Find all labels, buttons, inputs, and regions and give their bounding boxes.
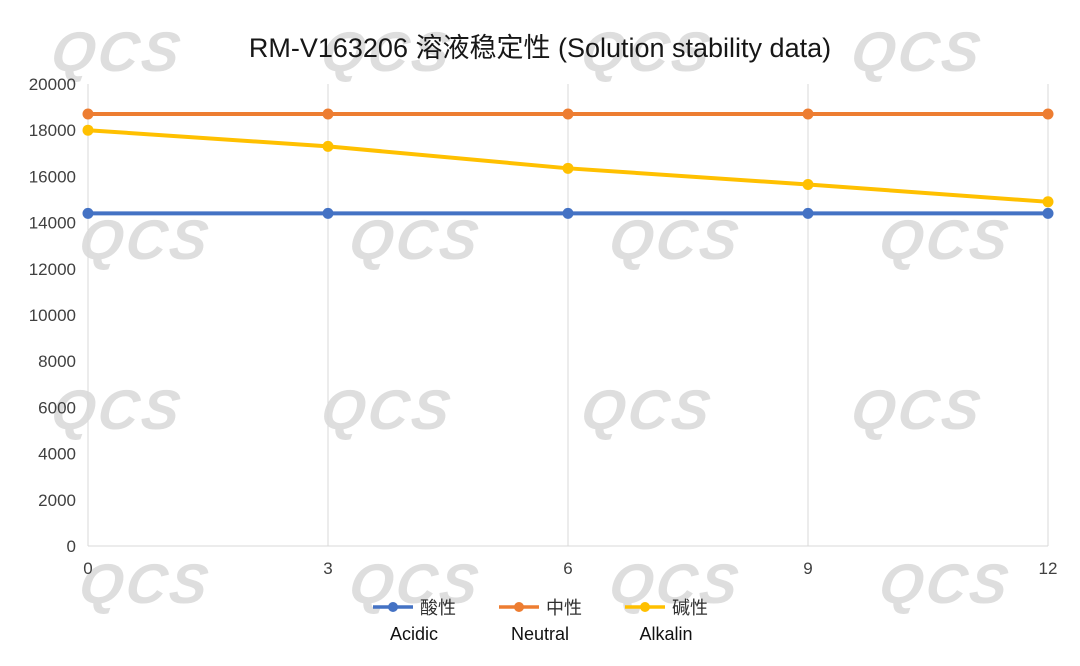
- y-tick-label: 18000: [29, 121, 76, 140]
- y-tick-label: 8000: [38, 352, 76, 371]
- y-tick-label: 2000: [38, 491, 76, 510]
- data-point-marker: [562, 207, 574, 219]
- legend-sublabel: Acidic: [389, 624, 438, 644]
- data-point-marker: [1042, 196, 1054, 208]
- x-tick-label: 12: [1039, 559, 1058, 578]
- legend-item[interactable]: 中性 Neutral: [498, 594, 582, 645]
- y-tick-label: 14000: [29, 214, 76, 233]
- data-point-marker: [322, 140, 334, 152]
- x-tick-label: 3: [323, 559, 332, 578]
- y-tick-label: 4000: [38, 445, 76, 464]
- data-point-marker: [802, 207, 814, 219]
- legend-swatch-icon: [373, 602, 413, 612]
- y-tick-label: 0: [67, 537, 76, 556]
- data-point-marker: [82, 207, 94, 219]
- legend-sublabel: Alkalin: [639, 624, 693, 644]
- legend-swatch-icon: [499, 602, 539, 612]
- legend-label: 碱性: [672, 598, 708, 618]
- data-point-marker: [322, 108, 334, 120]
- data-point-marker: [802, 108, 814, 120]
- data-point-marker: [562, 108, 574, 120]
- y-tick-label: 10000: [29, 306, 76, 325]
- data-point-marker: [322, 207, 334, 219]
- x-tick-label: 0: [83, 559, 92, 578]
- y-tick-label: 6000: [38, 398, 76, 417]
- legend-label: 中性: [546, 598, 582, 618]
- data-point-marker: [82, 108, 94, 120]
- legend-sublabel: Neutral: [510, 624, 570, 644]
- line-chart: 0 2000 4000 6000 8000 10000 12000 14000 16000 180…: [29, 75, 1058, 578]
- chart-title: RM-V163206 溶液稳定性 (Solution stability dat…: [248, 33, 832, 63]
- x-tick-label: 9: [803, 559, 812, 578]
- chart-legend: 酸性 Acidic 中性 Neutral 碱性 Alkalin: [0, 594, 1080, 645]
- y-tick-label: 12000: [29, 260, 76, 279]
- data-point-marker: [1042, 207, 1054, 219]
- legend-item[interactable]: 碱性 Alkalin: [624, 594, 708, 645]
- data-point-marker: [82, 124, 94, 136]
- legend-swatch-icon: [625, 602, 665, 612]
- legend-label: 酸性: [420, 598, 456, 618]
- y-tick-label: 20000: [29, 75, 76, 94]
- legend-item[interactable]: 酸性 Acidic: [372, 594, 456, 645]
- y-tick-label: 16000: [29, 167, 76, 186]
- data-point-marker: [562, 162, 574, 174]
- data-point-marker: [1042, 108, 1054, 120]
- data-point-marker: [802, 178, 814, 190]
- x-tick-label: 6: [563, 559, 572, 578]
